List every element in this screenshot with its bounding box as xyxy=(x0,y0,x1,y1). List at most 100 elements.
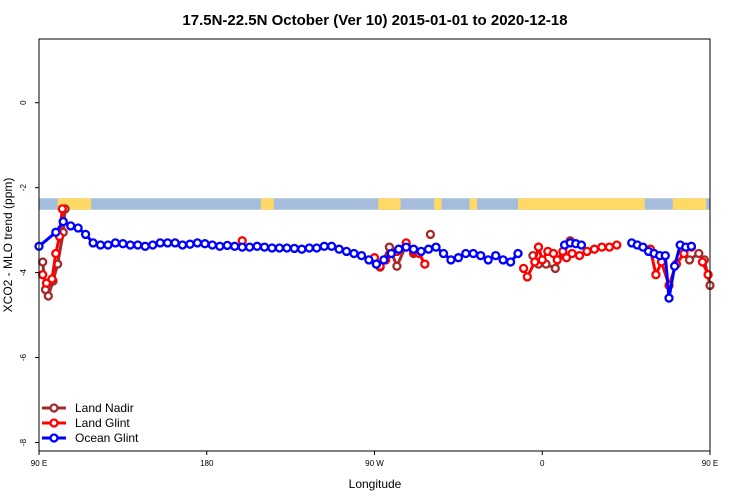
data-point-land-glint xyxy=(574,250,585,261)
x-tick-label: 90 E xyxy=(702,459,718,468)
data-point-ocean-glint xyxy=(148,240,158,250)
data-point-ocean-glint xyxy=(110,238,121,248)
x-tick-label: 90 E xyxy=(31,459,47,468)
axes: 90 E 180 90 W 0 90 E 0 -2 -4 -6 -8 xyxy=(19,100,718,468)
data-point-land-glint xyxy=(38,270,48,280)
chart-title: 17.5N-22.5N October (Ver 10) 2015-01-01 … xyxy=(182,12,567,29)
data-point-land-nadir xyxy=(392,261,402,271)
data-point-ocean-glint xyxy=(244,242,255,252)
land-strip-segment xyxy=(469,198,478,210)
data-point-ocean-glint xyxy=(58,216,68,227)
legend-label: Land Nadir xyxy=(75,401,134,415)
data-point-ocean-glint xyxy=(73,223,83,233)
data-point-ocean-glint xyxy=(386,248,396,259)
data-point-ocean-glint xyxy=(297,244,307,254)
y-tick-label: -2 xyxy=(19,184,28,192)
data-point-land-nadir xyxy=(425,229,436,240)
data-point-land-nadir xyxy=(38,257,48,267)
data-point-ocean-glint xyxy=(364,255,374,265)
land-strip-segment xyxy=(518,198,645,210)
data-point-ocean-glint xyxy=(259,242,270,252)
data-point-ocean-glint xyxy=(326,241,337,251)
data-point-land-glint xyxy=(604,242,615,252)
data-point-ocean-glint xyxy=(66,221,76,231)
x-tick-label: 180 xyxy=(200,459,214,468)
data-point-land-glint xyxy=(589,244,600,254)
series-land-nadir xyxy=(38,204,715,301)
data-point-ocean-glint xyxy=(379,255,389,265)
legend-marker xyxy=(49,418,59,428)
data-point-land-glint xyxy=(552,255,562,265)
land-strip-segment xyxy=(57,198,92,210)
data-point-land-glint xyxy=(567,248,577,259)
data-point-ocean-glint xyxy=(505,257,516,267)
data-point-ocean-glint xyxy=(215,241,225,251)
data-point-ocean-glint xyxy=(274,243,285,253)
y-tick-label: -4 xyxy=(19,269,28,277)
data-point-ocean-glint xyxy=(155,238,165,248)
data-point-ocean-glint xyxy=(438,248,449,259)
data-point-ocean-glint xyxy=(498,255,508,265)
data-point-ocean-glint xyxy=(51,227,61,237)
data-point-ocean-glint xyxy=(431,242,441,252)
data-point-ocean-glint xyxy=(446,255,456,265)
data-point-ocean-glint xyxy=(423,244,434,254)
data-point-land-nadir xyxy=(43,291,53,301)
data-point-land-glint xyxy=(697,257,708,267)
data-point-ocean-glint xyxy=(660,250,670,261)
series-ocean-glint xyxy=(34,216,697,303)
data-point-ocean-glint xyxy=(140,241,150,251)
data-point-ocean-glint xyxy=(192,238,203,248)
data-point-ocean-glint xyxy=(133,240,143,250)
data-point-land-nadir xyxy=(694,248,704,259)
data-point-ocean-glint xyxy=(356,250,367,261)
series-land-glint xyxy=(38,204,713,291)
data-point-ocean-glint xyxy=(185,239,195,249)
data-point-ocean-glint xyxy=(334,244,344,254)
data-point-ocean-glint xyxy=(162,238,173,248)
data-point-ocean-glint xyxy=(95,240,106,250)
data-point-ocean-glint xyxy=(669,261,680,271)
data-point-land-glint xyxy=(537,255,547,265)
data-point-land-glint xyxy=(533,242,544,252)
data-point-ocean-glint xyxy=(237,242,247,252)
land-strip-segment xyxy=(260,198,274,210)
data-point-land-glint xyxy=(420,259,430,269)
data-point-ocean-glint xyxy=(304,243,314,253)
data-point-ocean-glint xyxy=(200,239,210,249)
data-point-ocean-glint xyxy=(289,243,300,254)
land-strip-segment xyxy=(672,198,707,210)
data-point-land-glint xyxy=(597,242,607,252)
data-point-ocean-glint xyxy=(125,240,135,250)
data-point-land-glint xyxy=(57,204,67,214)
data-point-ocean-glint xyxy=(282,243,292,253)
data-point-ocean-glint xyxy=(80,229,91,240)
data-point-land-glint xyxy=(612,240,622,250)
data-point-land-glint xyxy=(51,248,61,259)
data-point-ocean-glint xyxy=(349,248,359,259)
y-tick-label: 0 xyxy=(19,100,28,105)
data-point-ocean-glint xyxy=(207,240,217,250)
data-point-ocean-glint xyxy=(686,241,697,251)
data-point-ocean-glint xyxy=(170,238,180,248)
data-point-ocean-glint xyxy=(468,248,478,259)
data-point-ocean-glint xyxy=(177,240,188,250)
x-axis-label: Longitude xyxy=(349,477,402,491)
data-point-ocean-glint xyxy=(312,243,322,253)
data-point-land-glint xyxy=(582,246,592,257)
data-point-ocean-glint xyxy=(491,250,501,261)
data-point-land-glint xyxy=(47,274,57,284)
data-point-land-glint xyxy=(530,257,540,267)
data-point-land-nadir xyxy=(550,263,560,274)
data-point-ocean-glint xyxy=(453,253,464,263)
data-point-ocean-glint xyxy=(371,259,382,269)
data-point-ocean-glint xyxy=(416,246,426,257)
data-point-ocean-glint xyxy=(267,243,277,253)
legend-label: Land Glint xyxy=(75,416,130,430)
x-tick-label: 0 xyxy=(540,459,545,468)
data-point-ocean-glint xyxy=(222,240,232,251)
data-point-ocean-glint xyxy=(401,242,411,252)
data-point-ocean-glint xyxy=(88,238,98,248)
data-point-ocean-glint xyxy=(319,241,329,251)
